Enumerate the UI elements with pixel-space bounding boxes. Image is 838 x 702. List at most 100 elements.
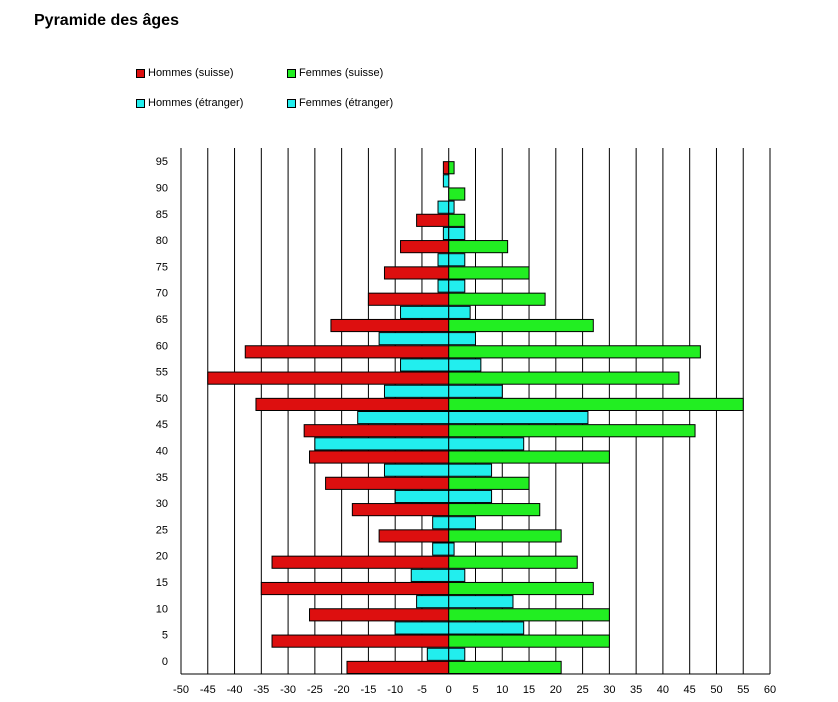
bar-men_foreign-45 xyxy=(357,411,450,425)
y-tick-label-60: 60 xyxy=(156,340,168,352)
x-tick-label--50: -50 xyxy=(173,684,189,696)
y-tick-label-85: 85 xyxy=(156,209,168,221)
bar-women_swiss-35 xyxy=(448,476,530,490)
bar-men_swiss-85 xyxy=(416,213,450,227)
y-tick-label-55: 55 xyxy=(156,367,168,379)
bar-men_swiss-20 xyxy=(271,555,450,569)
bar-women_swiss-40 xyxy=(448,450,610,464)
y-tick-label-95: 95 xyxy=(156,156,168,168)
legend-label-men-foreign: Hommes (étranger) xyxy=(148,97,244,109)
bar-men_swiss-25 xyxy=(378,529,450,543)
bar-men_foreign-75 xyxy=(437,253,450,267)
y-tick-label-0: 0 xyxy=(162,656,168,668)
bar-women_foreign-60 xyxy=(448,332,476,346)
x-tick-label--20: -20 xyxy=(334,684,350,696)
y-tick-label-80: 80 xyxy=(156,235,168,247)
y-tick-label-5: 5 xyxy=(162,630,168,642)
legend-label-women-swiss: Femmes (suisse) xyxy=(299,67,384,79)
bar-women_swiss-25 xyxy=(448,529,562,543)
y-tick-label-45: 45 xyxy=(156,419,168,431)
x-tick-label-60: 60 xyxy=(764,684,776,696)
x-tick-labels: -50 -45 -40 -35 -30 -25 -20 -15 -10 -5 0 5 10 15 20 25 3… xyxy=(173,684,776,696)
y-tick-labels: 0 5 10 15 20 25 30 35 40 45 50 55 60 65 70 75 80 85 90 95 xyxy=(156,156,168,668)
bar-men_swiss-40 xyxy=(309,450,450,464)
bar-women_foreign-35 xyxy=(448,463,493,477)
legend-item-women-swiss: Femmes (suisse) xyxy=(287,67,383,79)
x-tick-label-0: 0 xyxy=(446,684,452,696)
y-tick-label-75: 75 xyxy=(156,261,168,273)
bar-men_swiss-70 xyxy=(367,292,450,306)
y-tick-label-65: 65 xyxy=(156,314,168,326)
bar-men_foreign-35 xyxy=(383,463,450,477)
x-tick-label-25: 25 xyxy=(576,684,588,696)
bar-men_foreign-70 xyxy=(437,279,450,293)
bar-women_swiss-5 xyxy=(448,634,610,648)
bar-women_swiss-95 xyxy=(448,161,455,175)
bar-women_foreign-10 xyxy=(448,595,514,609)
bar-men_swiss-5 xyxy=(271,634,450,648)
bar-women_foreign-75 xyxy=(448,253,466,267)
legend-label-women-foreign: Femmes (étranger) xyxy=(299,97,394,109)
y-tick-label-30: 30 xyxy=(156,498,168,510)
y-tick-label-50: 50 xyxy=(156,393,168,405)
bar-men_foreign-90 xyxy=(442,174,450,188)
bar-women_swiss-15 xyxy=(448,581,594,596)
bar-women_foreign-55 xyxy=(448,358,482,372)
bar-men_swiss-50 xyxy=(255,397,450,412)
x-tick-label--45: -45 xyxy=(200,684,216,696)
bar-women_swiss-30 xyxy=(448,503,541,517)
bar-men_foreign-85 xyxy=(437,200,450,214)
bar-men_foreign-40 xyxy=(314,437,450,451)
bar-men_swiss-35 xyxy=(325,476,450,490)
bar-men_swiss-80 xyxy=(400,240,450,254)
bar-men_swiss-55 xyxy=(207,371,450,385)
bar-men_foreign-15 xyxy=(410,568,450,582)
x-tick-label--30: -30 xyxy=(280,684,296,696)
bar-men_swiss-0 xyxy=(346,660,450,674)
bar-men_foreign-25 xyxy=(432,516,450,530)
x-tick-label-55: 55 xyxy=(737,684,749,696)
bar-women_swiss-60 xyxy=(448,345,701,359)
x-tick-label-40: 40 xyxy=(657,684,669,696)
y-tick-label-15: 15 xyxy=(156,577,168,589)
y-tick-label-70: 70 xyxy=(156,288,168,300)
bar-men_foreign-30 xyxy=(394,489,450,504)
bar-men_foreign-60 xyxy=(378,332,450,346)
bar-men_foreign-65 xyxy=(400,305,450,319)
bar-men_foreign-10 xyxy=(416,595,450,609)
bar-women_foreign-50 xyxy=(448,384,503,398)
bar-women_foreign-0 xyxy=(448,647,466,661)
bar-women_foreign-20 xyxy=(448,542,455,556)
y-tick-label-25: 25 xyxy=(156,524,168,536)
bar-women_swiss-65 xyxy=(448,318,594,333)
bar-women_foreign-30 xyxy=(448,489,493,504)
bar-women_foreign-70 xyxy=(448,279,466,293)
x-tick-label--5: -5 xyxy=(417,684,427,696)
legend-swatch-cyan-2 xyxy=(287,98,296,108)
bar-women_foreign-85 xyxy=(448,200,455,214)
y-tick-label-20: 20 xyxy=(156,551,168,563)
bar-women_foreign-80 xyxy=(448,226,466,241)
legend-label-men-swiss: Hommes (suisse) xyxy=(148,67,234,79)
legend-swatch-green xyxy=(287,68,296,78)
bar-women_foreign-5 xyxy=(448,621,525,635)
legend-swatch-red xyxy=(136,68,145,78)
x-tick-label-45: 45 xyxy=(684,684,696,696)
bar-women_foreign-40 xyxy=(448,437,525,451)
x-tick-label-10: 10 xyxy=(496,684,508,696)
bar-women_swiss-85 xyxy=(448,213,466,227)
bar-men_foreign-5 xyxy=(394,621,450,635)
y-tick-label-40: 40 xyxy=(156,445,168,457)
bar-men_swiss-10 xyxy=(309,608,450,622)
y-tick-label-90: 90 xyxy=(156,182,168,194)
x-tick-label-50: 50 xyxy=(710,684,722,696)
bar-men_foreign-55 xyxy=(400,358,450,372)
bar-men_swiss-95 xyxy=(442,161,450,175)
x-tick-label--35: -35 xyxy=(253,684,269,696)
bar-men_swiss-60 xyxy=(244,345,450,359)
page-title: Pyramide des âges xyxy=(34,12,179,29)
legend-item-men-swiss: Hommes (suisse) xyxy=(136,67,234,79)
x-tick-label-5: 5 xyxy=(472,684,478,696)
x-tick-label-20: 20 xyxy=(550,684,562,696)
bar-women_swiss-45 xyxy=(448,424,696,438)
